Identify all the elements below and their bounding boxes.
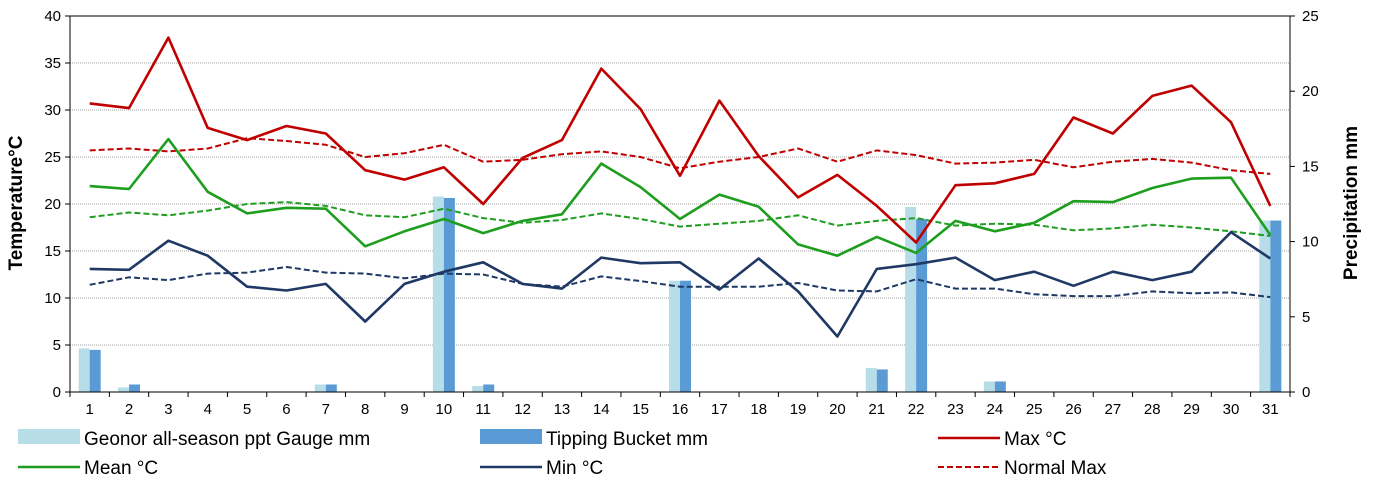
precipitation-bars: [78, 196, 1282, 392]
x-tick-label: 28: [1144, 401, 1161, 418]
precip-bar: [118, 387, 130, 392]
left-axis-ticks: 0 5 10 15 20 25 30 35 40: [44, 8, 70, 401]
precip-bar: [994, 381, 1006, 392]
right-tick-label: 10: [1302, 234, 1319, 251]
legend-label: Tipping Bucket mm: [546, 429, 708, 450]
legend: Geonor all-season ppt Gauge mm Tipping Bu…: [18, 429, 1107, 479]
x-tick-label: 31: [1262, 401, 1279, 418]
temperature-lines: [89, 36, 1272, 338]
series-line: [89, 266, 1271, 299]
left-tick-label: 25: [44, 149, 61, 166]
x-tick-label: 23: [947, 401, 964, 418]
precip-bar: [325, 384, 337, 392]
x-tick-label: 21: [868, 401, 885, 418]
left-tick-label: 10: [44, 290, 61, 307]
x-tick-label: 12: [514, 401, 531, 418]
left-tick-label: 15: [44, 243, 61, 260]
x-tick-label: 24: [986, 401, 1003, 418]
x-tick-label: 29: [1183, 401, 1200, 418]
x-tick-label: 3: [164, 401, 172, 418]
series-line: [89, 201, 1271, 237]
right-tick-label: 20: [1302, 83, 1319, 100]
x-tick-label: 9: [400, 401, 408, 418]
x-tick-label: 17: [711, 401, 728, 418]
x-axis-ticks: 1 2 3 4 5 6 7 8 9 10 11 12 13 14 15 16 17 18 19 20 21 22 23 24 2…: [69, 392, 1291, 418]
x-tick-label: 27: [1105, 401, 1122, 418]
precip-bar: [905, 207, 917, 392]
x-tick-label: 5: [243, 401, 251, 418]
legend-swatch: [18, 429, 80, 444]
precip-bar: [314, 384, 326, 392]
left-axis-title: Temperature°C: [6, 135, 27, 270]
x-tick-label: 6: [282, 401, 290, 418]
precip-bar: [865, 367, 877, 392]
legend-label: Max °C: [1004, 429, 1067, 450]
precip-bar: [1259, 220, 1271, 392]
precip-bar: [1270, 220, 1282, 392]
right-axis-ticks: 0 5 10 15 20 25: [1290, 8, 1319, 401]
x-tick-label: 1: [86, 401, 94, 418]
x-tick-label: 2: [125, 401, 133, 418]
series-line: [89, 230, 1272, 338]
left-tick-label: 0: [53, 384, 61, 401]
x-tick-label: 4: [204, 401, 212, 418]
precip-bar: [432, 196, 444, 392]
precip-bar: [129, 384, 141, 392]
x-tick-label: 30: [1223, 401, 1240, 418]
legend-label: Geonor all-season ppt Gauge mm: [84, 429, 370, 450]
legend-label: Normal Max: [1004, 458, 1107, 479]
left-tick-label: 40: [44, 8, 61, 25]
left-tick-label: 20: [44, 196, 61, 213]
series-line: [89, 36, 1272, 244]
right-tick-label: 15: [1302, 158, 1319, 175]
left-tick-label: 35: [44, 55, 61, 72]
x-tick-label: 25: [1026, 401, 1043, 418]
left-tick-label: 30: [44, 102, 61, 119]
precip-bar: [680, 280, 691, 392]
x-tick-label: 18: [750, 401, 767, 418]
right-tick-label: 25: [1302, 8, 1319, 25]
x-tick-label: 26: [1065, 401, 1082, 418]
right-tick-label: 5: [1302, 309, 1310, 326]
x-tick-label: 15: [632, 401, 649, 418]
legend-swatch: [480, 429, 542, 444]
x-tick-label: 22: [908, 401, 925, 418]
right-tick-label: 0: [1302, 384, 1310, 401]
series-line: [89, 137, 1271, 175]
x-tick-label: 19: [790, 401, 807, 418]
precip-bar: [472, 385, 484, 392]
precip-bar: [669, 280, 680, 392]
left-tick-label: 5: [53, 337, 61, 354]
legend-label: Mean °C: [84, 458, 158, 479]
x-tick-label: 7: [322, 401, 330, 418]
x-tick-label: 14: [593, 401, 610, 418]
x-tick-label: 16: [672, 401, 689, 418]
x-tick-label: 11: [475, 401, 491, 418]
legend-label: Min °C: [546, 458, 603, 479]
x-tick-label: 10: [436, 401, 453, 418]
precip-bar: [876, 369, 888, 392]
series-line: [89, 137, 1272, 257]
precip-bar: [916, 219, 928, 392]
precip-bar: [89, 349, 101, 392]
x-tick-label: 13: [554, 401, 571, 418]
precip-bar: [78, 348, 90, 392]
precip-bar: [443, 197, 455, 392]
precip-bar: [483, 384, 495, 392]
x-tick-label: 20: [829, 401, 846, 418]
right-axis-title: Precipitation mm: [1341, 126, 1362, 280]
precip-bar: [983, 381, 995, 392]
x-tick-label: 8: [361, 401, 369, 418]
